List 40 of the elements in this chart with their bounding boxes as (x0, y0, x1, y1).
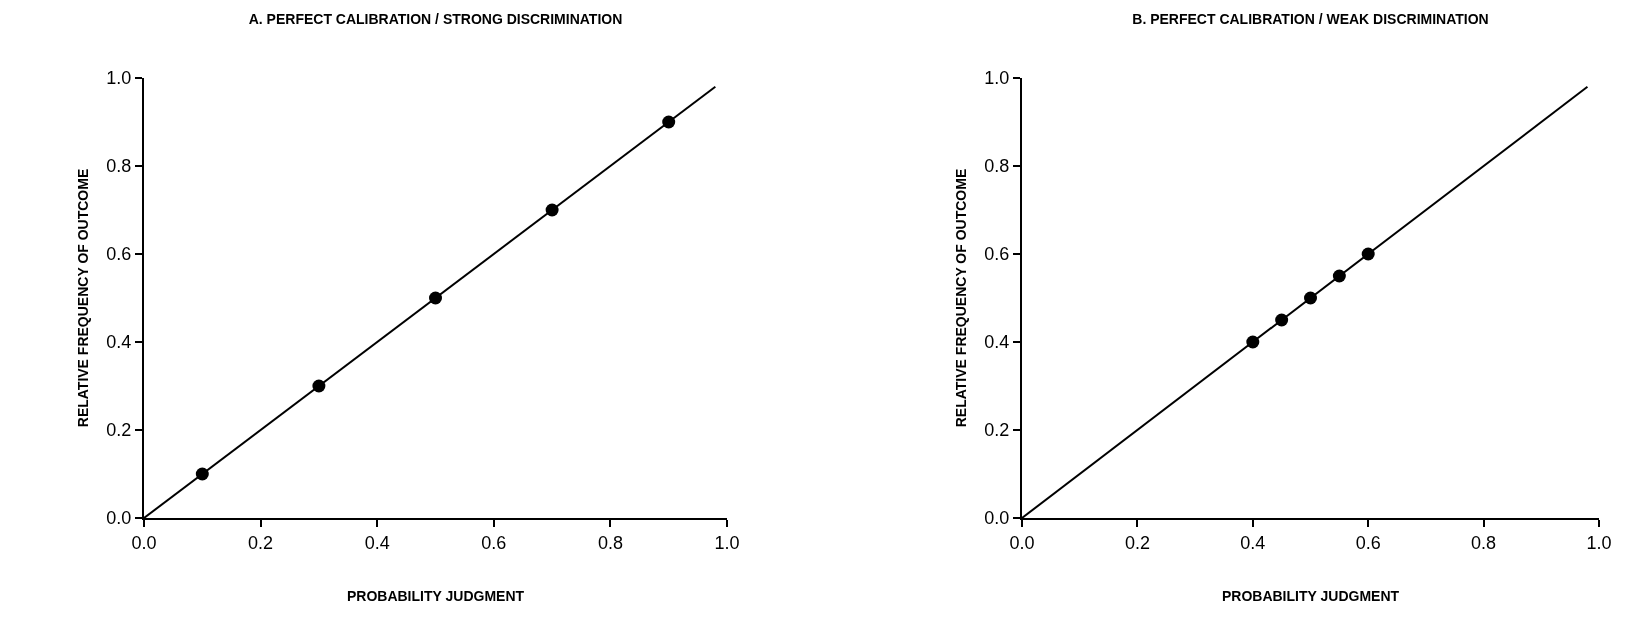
point (1332, 269, 1346, 283)
y-tick-label: 0.6 (984, 244, 1010, 265)
y-tick-label: 0.0 (984, 508, 1010, 529)
y-tick-label: 0.2 (106, 420, 132, 441)
x-axis-title: PROBABILITY JUDGMENT (1221, 588, 1400, 605)
x-tick-label: 1.0 (714, 532, 740, 553)
point (545, 203, 559, 217)
y-tick-label: 0.2 (984, 420, 1010, 441)
x-tick-label: 1.0 (1586, 532, 1612, 553)
point (1246, 335, 1260, 349)
x-axis-title: PROBABILITY JUDGMENT (346, 588, 525, 605)
x-tick-label: 0.6 (481, 532, 507, 553)
y-tick-label: 1.0 (984, 68, 1010, 89)
point (1361, 247, 1375, 261)
y-tick-label: 0.8 (106, 156, 132, 177)
x-tick-label: 0.2 (248, 532, 274, 553)
x-tick-label: 0.2 (1124, 532, 1150, 553)
point (662, 115, 676, 129)
y-tick-label: 0.0 (106, 508, 132, 529)
y-axis-title: RELATIVE FREQUENCY OF OUTCOME (75, 168, 92, 428)
chart-title: B. PERFECT CALIBRATION / WEAK DISCRIMINATION (1132, 10, 1489, 27)
y-axis-title: RELATIVE FREQUENCY OF OUTCOME (953, 168, 970, 428)
x-tick-label: 0.0 (1009, 532, 1035, 553)
x-tick-label: 0.6 (1355, 532, 1381, 553)
x-tick-label: 0.8 (1471, 532, 1497, 553)
y-tick-label: 0.4 (984, 332, 1010, 353)
point (429, 291, 442, 305)
point (1304, 291, 1317, 305)
chart-title: A. PERFECT CALIBRATION / STRONG DISCRIMINATION (248, 10, 623, 27)
y-tick-label: 0.6 (106, 244, 132, 265)
point (1275, 313, 1289, 327)
y-tick-label: 0.4 (106, 332, 132, 353)
x-tick-label: 0.8 (597, 532, 623, 553)
point (312, 379, 326, 393)
x-tick-label: 0.4 (1240, 532, 1266, 553)
y-tick-label: 1.0 (106, 68, 132, 89)
point (195, 467, 209, 481)
x-tick-label: 0.4 (364, 532, 390, 553)
x-tick-label: 0.0 (131, 532, 157, 553)
y-tick-label: 0.8 (984, 156, 1010, 177)
